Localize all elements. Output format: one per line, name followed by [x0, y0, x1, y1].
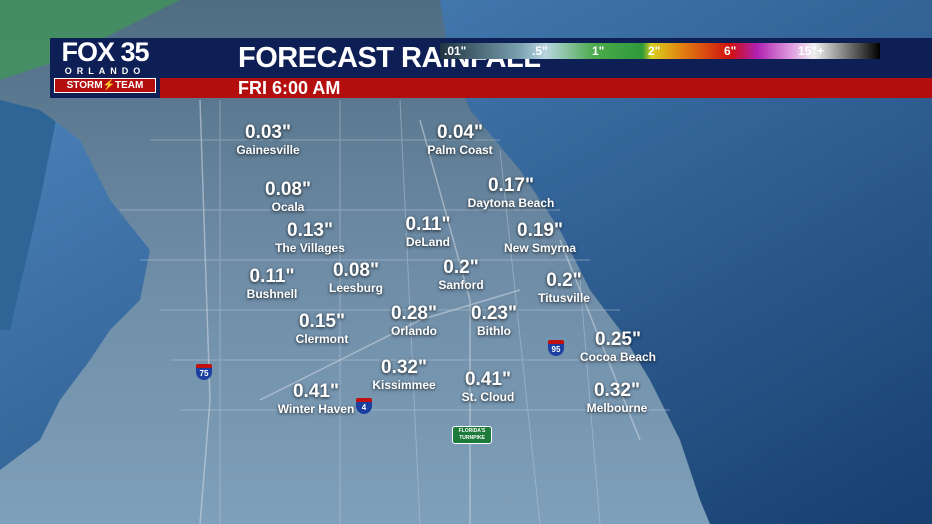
- rain-value: 0.41": [464, 369, 511, 390]
- city-label: 0.19" New Smyrna: [503, 220, 577, 256]
- rain-value: 0.32": [593, 380, 640, 401]
- city-label: 0.13" The Villages: [275, 220, 345, 256]
- city-label: 0.15" Clermont: [295, 311, 349, 347]
- logo-team: STORM⚡TEAM: [54, 78, 156, 93]
- city-name: Palm Coast: [427, 143, 493, 157]
- city-name: Daytona Beach: [467, 196, 555, 210]
- legend-label: .01": [444, 44, 467, 58]
- legend-label: 6": [724, 44, 737, 58]
- legend-label: 1": [592, 44, 605, 58]
- gulf: [0, 90, 60, 330]
- rain-value: 0.04": [436, 122, 483, 143]
- i75-shield-icon: 75: [196, 364, 212, 380]
- city-label: 0.17" Daytona Beach: [467, 175, 555, 211]
- logo-city: ORLANDO: [64, 66, 146, 76]
- rain-value: 0.15": [298, 311, 345, 332]
- city-label: 0.08" Leesburg: [328, 260, 384, 296]
- city-name: The Villages: [275, 241, 345, 255]
- city-name: Melbourne: [586, 401, 648, 415]
- city-label: 0.41" St. Cloud: [461, 369, 515, 405]
- fox35-logo: FOX 35 ORLANDO STORM⚡TEAM: [50, 38, 160, 98]
- city-name: Cocoa Beach: [579, 350, 657, 364]
- city-label: 0.2" Sanford: [438, 257, 484, 293]
- forecast-time: FRI 6:00 AM: [238, 78, 341, 98]
- city-name: DeLand: [405, 235, 451, 249]
- city-name: Titusville: [538, 291, 590, 305]
- rainfall-legend: .01" .5" 1" 2" 6" 15"+: [440, 43, 880, 59]
- county-lines: [120, 99, 670, 524]
- city-name: Orlando: [390, 324, 438, 338]
- rain-value: 0.23": [471, 303, 517, 324]
- rain-value: 0.11": [249, 266, 295, 287]
- land: [0, 0, 710, 524]
- city-name: New Smyrna: [503, 241, 577, 255]
- legend-label: 15"+: [798, 44, 825, 58]
- city-name: Bushnell: [246, 287, 298, 301]
- rain-value: 0.32": [381, 357, 427, 378]
- city-name: St. Cloud: [461, 390, 515, 404]
- logo-brand: FOX 35: [61, 37, 149, 67]
- rain-value: 0.13": [287, 220, 333, 241]
- city-name: Kissimmee: [372, 378, 436, 392]
- roads: [199, 99, 641, 524]
- city-label: 0.03" Gainesville: [236, 122, 300, 158]
- legend-label: 2": [648, 44, 661, 58]
- legend-label: .5": [532, 44, 548, 58]
- city-name: Clermont: [295, 332, 349, 346]
- city-name: Bithlo: [477, 324, 511, 338]
- city-label: 0.2" Titusville: [538, 270, 590, 306]
- time-bar: FRI 6:00 AM: [160, 78, 932, 98]
- city-label: 0.04" Palm Coast: [427, 122, 493, 158]
- rain-value: 0.25": [595, 329, 641, 350]
- city-label: 0.32" Melbourne: [586, 380, 648, 416]
- city-name: Winter Haven: [277, 402, 355, 416]
- city-name: Sanford: [438, 278, 484, 292]
- city-label: 0.28" Orlando: [390, 303, 438, 339]
- rain-value: 0.19": [517, 220, 563, 241]
- rain-value: 0.03": [245, 122, 291, 143]
- city-label: 0.08" Ocala: [265, 179, 311, 215]
- rain-value: 0.41": [292, 381, 339, 402]
- city-label: 0.25" Cocoa Beach: [579, 329, 657, 365]
- i4-shield-icon: 4: [356, 398, 372, 414]
- rain-value: 0.11": [405, 214, 451, 235]
- city-name: Leesburg: [328, 281, 384, 295]
- rain-value: 0.28": [390, 303, 437, 324]
- city-label: 0.32" Kissimmee: [372, 357, 436, 393]
- i95-shield-icon: 95: [548, 340, 564, 356]
- turnpike-shield-icon: FLORIDA'S TURNPIKE: [452, 426, 492, 444]
- city-label: 0.41" Winter Haven: [277, 381, 355, 417]
- city-label: 0.23" Bithlo: [471, 303, 517, 339]
- rain-value: 0.2": [546, 270, 582, 291]
- rain-value: 0.08": [265, 179, 311, 200]
- rain-value: 0.08": [332, 260, 379, 281]
- rain-value: 0.17": [487, 175, 534, 196]
- rain-value: 0.2": [443, 257, 479, 278]
- city-name: Ocala: [271, 200, 305, 214]
- city-label: 0.11" DeLand: [405, 214, 451, 250]
- city-name: Gainesville: [236, 143, 300, 157]
- city-label: 0.11" Bushnell: [246, 266, 298, 302]
